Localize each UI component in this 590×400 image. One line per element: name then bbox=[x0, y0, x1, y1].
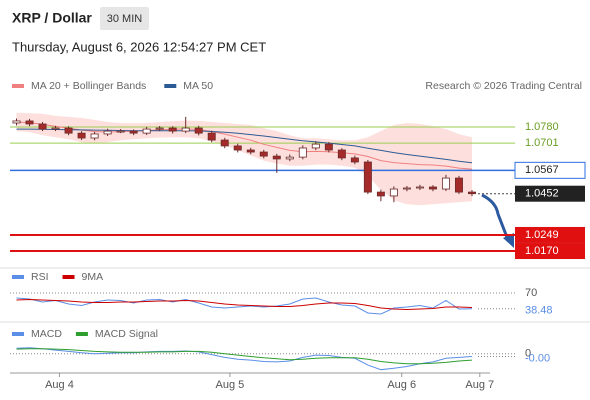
candle-body bbox=[103, 130, 112, 135]
level-label: 1.0249 bbox=[525, 229, 559, 241]
forecast-arrow bbox=[481, 193, 510, 241]
level-label: 1.0452 bbox=[525, 188, 559, 200]
candle-body bbox=[51, 127, 60, 130]
level-box bbox=[515, 185, 585, 202]
candle-body bbox=[220, 139, 229, 147]
legend-label: RSI bbox=[31, 271, 49, 283]
legend-label: MACD Signal bbox=[95, 328, 158, 340]
candle-body bbox=[25, 120, 34, 125]
legend-swatch bbox=[62, 275, 75, 279]
x-tick-label: Aug 6 bbox=[387, 379, 416, 391]
indicator-line bbox=[16, 298, 473, 311]
ma50-line bbox=[16, 128, 473, 164]
candle-body bbox=[324, 143, 333, 151]
bollinger-band bbox=[16, 112, 472, 206]
candle-body bbox=[337, 149, 346, 159]
candle-body bbox=[454, 177, 463, 193]
x-tick-label: Aug 7 bbox=[465, 379, 494, 391]
legend-swatch bbox=[12, 84, 24, 88]
candle-body bbox=[246, 149, 255, 153]
candle-body bbox=[259, 151, 268, 157]
level-box bbox=[515, 243, 585, 260]
level-label: 1.0701 bbox=[525, 137, 559, 149]
candle-body bbox=[272, 155, 281, 160]
candle-body bbox=[194, 127, 203, 134]
candle-body bbox=[350, 157, 359, 163]
indicator-line bbox=[16, 348, 473, 365]
candle-body bbox=[64, 127, 73, 134]
candle-body bbox=[468, 191, 476, 195]
candle-body bbox=[77, 132, 86, 139]
level-box bbox=[515, 226, 585, 243]
last-value-label: 38.48 bbox=[525, 305, 553, 317]
candle-body bbox=[298, 147, 307, 158]
candle-body bbox=[129, 130, 138, 134]
legend-swatch bbox=[12, 332, 24, 336]
candle-body bbox=[168, 127, 177, 132]
x-tick-label: Aug 4 bbox=[45, 379, 74, 391]
candle-body bbox=[90, 133, 99, 139]
forecast-arrowhead bbox=[503, 233, 514, 248]
legend-label: MACD bbox=[31, 328, 62, 340]
legend-label: MA 20 + Bollinger Bands bbox=[31, 80, 146, 92]
last-value-label: -0.00 bbox=[525, 352, 550, 364]
legend-swatch bbox=[12, 275, 24, 279]
ma20-line bbox=[16, 121, 473, 170]
candle-body bbox=[363, 161, 372, 193]
y-tick-label: 0 bbox=[525, 348, 531, 360]
legend-label: 9MA bbox=[82, 271, 104, 283]
candle-body bbox=[116, 130, 125, 133]
candle-body bbox=[389, 188, 398, 197]
y-tick-label: 70 bbox=[525, 287, 537, 299]
x-tick-label: Aug 5 bbox=[216, 379, 245, 391]
interval-badge[interactable] bbox=[100, 7, 149, 30]
candle-body bbox=[415, 186, 424, 189]
credit: Research © 2026 Trading Central bbox=[425, 80, 582, 92]
level-label: 1.0567 bbox=[525, 164, 559, 176]
candle-body bbox=[155, 127, 164, 130]
level-label: 1.0170 bbox=[525, 245, 559, 257]
level-box bbox=[514, 161, 586, 179]
candle-body bbox=[12, 120, 21, 124]
candle-body bbox=[181, 127, 190, 132]
candle-body bbox=[428, 186, 437, 190]
candle-body bbox=[38, 123, 47, 130]
candle-body bbox=[142, 128, 151, 134]
legend-label: MA 50 bbox=[183, 80, 213, 92]
candle-body bbox=[441, 177, 450, 190]
candle-body bbox=[376, 191, 385, 197]
chart-title: XRP / Dollar bbox=[12, 10, 92, 26]
interval-label[interactable]: 30 MIN bbox=[107, 13, 143, 25]
legend-swatch bbox=[164, 84, 177, 88]
level-label: 1.0780 bbox=[525, 121, 559, 133]
datetime: Thursday, August 6, 2026 12:54:27 PM CET bbox=[12, 39, 266, 54]
candle-body bbox=[402, 187, 411, 190]
candle-body bbox=[285, 156, 294, 160]
candle-body bbox=[233, 145, 242, 151]
legend-swatch bbox=[75, 332, 88, 336]
candle-body bbox=[207, 132, 216, 141]
candle-body bbox=[311, 143, 320, 149]
indicator-line bbox=[16, 347, 473, 371]
